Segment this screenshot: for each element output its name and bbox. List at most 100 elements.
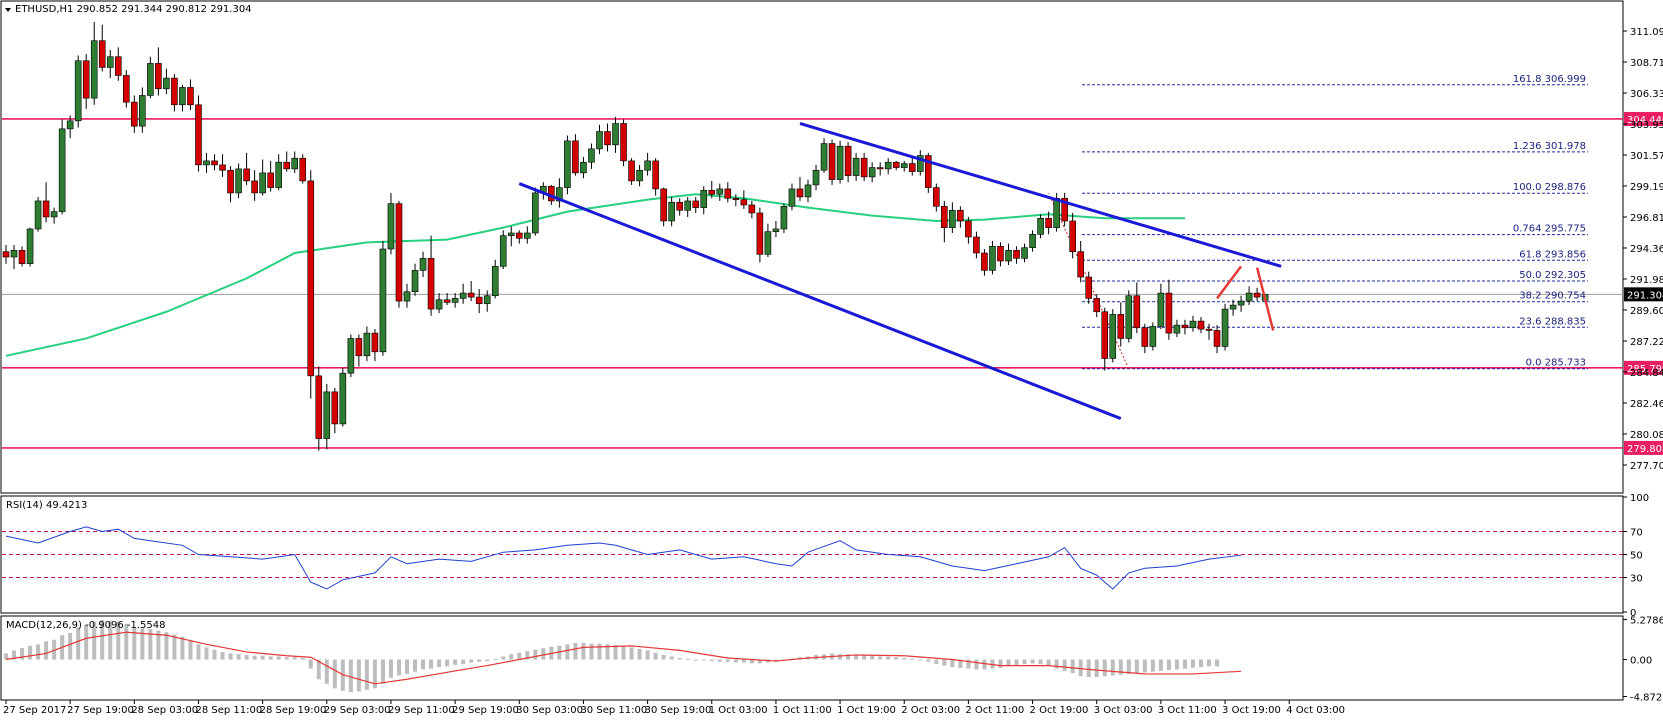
macd-histogram-bar bbox=[413, 659, 418, 672]
macd-histogram-bar bbox=[509, 654, 514, 660]
macd-histogram-bar bbox=[44, 641, 49, 660]
dropdown-arrow-icon[interactable] bbox=[5, 8, 11, 12]
macd-histogram-bar bbox=[204, 647, 209, 660]
candle-bear bbox=[395, 203, 403, 302]
candle-bull bbox=[363, 332, 371, 357]
time-tick-label: 30 Sep 11:00 bbox=[580, 705, 647, 716]
time-tick-label: 3 Oct 03:00 bbox=[1094, 705, 1153, 716]
candle-bear bbox=[243, 168, 250, 182]
candle-bear bbox=[371, 332, 379, 353]
candle-bull bbox=[772, 228, 780, 232]
macd-histogram-bar bbox=[324, 659, 329, 684]
fib-level-label: 0.764 295.775 bbox=[1513, 224, 1586, 235]
candle-bear bbox=[708, 189, 716, 195]
macd-histogram-bar bbox=[356, 659, 361, 692]
candle-bear bbox=[1205, 328, 1213, 331]
time-tick-label: 1 Oct 03:00 bbox=[709, 705, 768, 716]
macd-histogram-bar bbox=[28, 645, 33, 660]
candle-bear bbox=[997, 246, 1004, 262]
time-tick-label: 1 Oct 11:00 bbox=[773, 705, 832, 716]
candle-bull bbox=[10, 250, 18, 258]
candle-bear bbox=[2, 251, 10, 258]
candle-bear bbox=[1213, 330, 1221, 347]
macd-histogram-bar bbox=[525, 651, 530, 660]
candle-bull bbox=[323, 391, 331, 439]
candle-bull bbox=[1157, 292, 1165, 327]
macd-histogram-bar bbox=[982, 659, 987, 670]
macd-histogram-bar bbox=[148, 629, 153, 660]
macd-histogram-bar bbox=[878, 656, 883, 660]
candle-bull bbox=[26, 228, 34, 264]
candle-bear bbox=[443, 299, 451, 303]
candle-bull bbox=[387, 203, 395, 250]
candle-bear bbox=[652, 160, 659, 190]
macd-histogram-bar bbox=[52, 639, 57, 660]
candle-bear bbox=[187, 87, 194, 106]
candle-bull bbox=[179, 87, 186, 106]
macd-histogram-bar bbox=[300, 658, 305, 660]
candle-bull bbox=[499, 235, 507, 267]
candle-bear bbox=[467, 292, 475, 298]
fib-level-label: 38.2 290.754 bbox=[1519, 291, 1586, 302]
rsi-tick-label: 70 bbox=[1630, 528, 1643, 539]
macd-histogram-bar bbox=[1086, 659, 1091, 677]
candle-bear bbox=[1061, 197, 1068, 222]
candle-bull bbox=[291, 157, 299, 170]
candle-bull bbox=[564, 140, 571, 188]
macd-histogram-bar bbox=[886, 656, 891, 660]
candle-bear bbox=[171, 77, 178, 106]
candle-bull bbox=[1189, 320, 1197, 329]
candle-bear bbox=[860, 157, 868, 178]
time-tick-label: 29 Sep 19:00 bbox=[452, 705, 519, 716]
time-tick-label: 2 Oct 19:00 bbox=[1030, 705, 1089, 716]
candle-bull bbox=[900, 163, 908, 168]
macd-histogram-bar bbox=[1118, 659, 1123, 675]
macd-histogram-bar bbox=[1126, 659, 1131, 674]
current-price-label: 291.304 bbox=[1627, 290, 1663, 301]
macd-histogram-bar bbox=[188, 639, 193, 660]
candle-bear bbox=[796, 188, 804, 198]
macd-histogram-bar bbox=[533, 649, 538, 660]
fib-level-label: 23.6 288.835 bbox=[1519, 316, 1586, 327]
candle-bull bbox=[1005, 250, 1012, 262]
fib-level-label: 161.8 306.999 bbox=[1513, 74, 1586, 85]
candle-bear bbox=[515, 232, 523, 239]
macd-histogram-bar bbox=[437, 659, 442, 668]
candle-bear bbox=[307, 180, 315, 377]
macd-histogram-bar bbox=[862, 654, 867, 660]
macd-title: MACD(12,26,9) -0.9096 -1.5548 bbox=[6, 620, 166, 631]
candle-bear bbox=[933, 187, 940, 207]
candle-bull bbox=[347, 338, 355, 374]
candle-bull bbox=[700, 189, 708, 208]
macd-histogram-bar bbox=[212, 649, 217, 660]
price-tick-label: 296.810 bbox=[1630, 213, 1663, 224]
macd-histogram-bar bbox=[741, 659, 746, 663]
candle-bear bbox=[1077, 251, 1084, 278]
macd-histogram-bar bbox=[4, 653, 8, 660]
macd-histogram-bar bbox=[958, 659, 963, 668]
candle-bear bbox=[267, 172, 274, 188]
candle-bull bbox=[820, 143, 828, 171]
macd-histogram-bar bbox=[725, 659, 730, 662]
macd-histogram-bar bbox=[629, 647, 634, 660]
time-tick-label: 27 Sep 2017 bbox=[3, 705, 66, 716]
candle-bull bbox=[556, 187, 563, 202]
candle-bear bbox=[957, 209, 964, 222]
candle-bull bbox=[1029, 234, 1036, 248]
candle-bear bbox=[1093, 298, 1101, 313]
macd-histogram-bar bbox=[926, 659, 931, 662]
macd-histogram-bar bbox=[236, 654, 241, 660]
candle-bear bbox=[155, 63, 162, 90]
candle-bear bbox=[908, 163, 916, 172]
macd-histogram-bar bbox=[1174, 659, 1179, 670]
candle-bear bbox=[283, 161, 291, 170]
macd-histogram-bar bbox=[140, 628, 145, 660]
macd-histogram-bar bbox=[934, 659, 939, 665]
candle-bull bbox=[139, 95, 146, 127]
macd-histogram-bar bbox=[966, 659, 971, 669]
macd-histogram-bar bbox=[164, 632, 169, 660]
candle-bull bbox=[1221, 308, 1229, 347]
price-tick-label: 282.460 bbox=[1630, 399, 1663, 410]
macd-histogram-bar bbox=[36, 644, 41, 660]
